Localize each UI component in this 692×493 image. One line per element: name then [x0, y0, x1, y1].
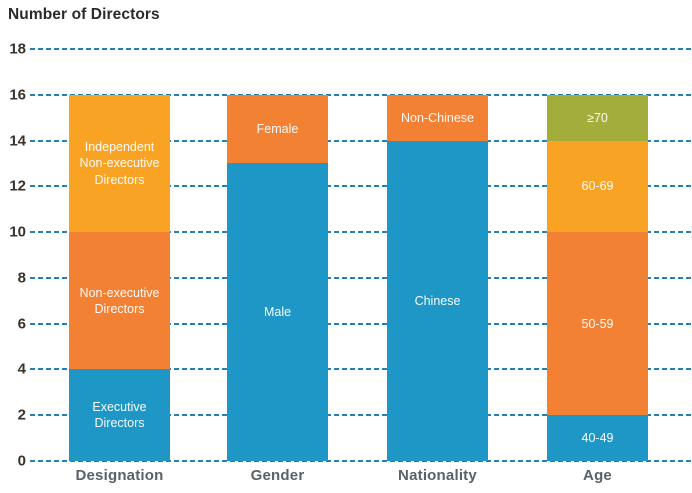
bar-segment-label: 50-59: [581, 316, 614, 331]
y-tick-label-2: 2: [17, 406, 26, 424]
category-label-nationality: Nationality: [398, 467, 477, 484]
y-tick-label-4: 4: [17, 360, 26, 378]
bar-segment-age--70: ≥70: [547, 94, 648, 141]
bar-segment-age-60-69: 60-69: [547, 140, 648, 233]
bar-segment-gender-female: Female: [227, 94, 328, 164]
bar-segment-label: 40-49: [581, 430, 614, 445]
category-label-age: Age: [583, 467, 612, 484]
bar-segment-label: Executive Directors: [92, 399, 147, 431]
y-tick-label-12: 12: [9, 177, 26, 195]
bar-segment-label: Female: [256, 121, 299, 136]
gridline-0: [30, 460, 692, 462]
bar-segment-nationality-chinese: Chinese: [387, 140, 488, 461]
bar-segment-designation-non-executive-directors: Non-executive Directors: [69, 232, 170, 370]
category-label-designation: Designation: [75, 467, 164, 484]
bar-segment-age-40-49: 40-49: [547, 415, 648, 461]
bar-segment-label: Chinese: [414, 293, 461, 308]
bar-segment-nationality-non-chinese: Non-Chinese: [387, 94, 488, 141]
category-label-gender: Gender: [250, 467, 305, 484]
gridline-10: [30, 231, 692, 234]
y-tick-label-14: 14: [9, 132, 26, 150]
bar-segment-label: Independent Non-executive Directors: [79, 140, 160, 187]
bar-segment-label: Male: [263, 305, 292, 320]
bar-segment-label: Non-executive Directors: [79, 285, 160, 316]
gridline-6: [30, 322, 692, 325]
y-tick-label-6: 6: [17, 315, 26, 333]
gridline-16: [30, 93, 692, 96]
y-tick-label-8: 8: [17, 269, 26, 287]
bar-segment-label: 60-69: [581, 179, 614, 194]
bar-segment-label: ≥70: [587, 110, 608, 125]
chart-title: Number of Directors: [8, 6, 160, 23]
gridline-12: [30, 185, 692, 188]
bar-segment-designation-independent-non-executive-directors: Independent Non-executive Directors: [69, 94, 170, 233]
y-tick-label-10: 10: [9, 223, 26, 241]
bar-segment-age-50-59: 50-59: [547, 232, 648, 416]
bar-segment-label: Non-Chinese: [401, 110, 474, 125]
gridline-18: [30, 48, 692, 50]
y-tick-label-18: 18: [9, 40, 26, 58]
gridline-4: [30, 368, 692, 371]
gridline-14: [30, 139, 692, 142]
bar-segment-designation-executive-directors: Executive Directors: [69, 369, 170, 461]
y-tick-label-16: 16: [9, 86, 26, 104]
gridline-2: [30, 414, 692, 417]
gridline-8: [30, 276, 692, 279]
y-tick-label-0: 0: [17, 452, 26, 470]
bar-segment-gender-male: Male: [227, 163, 328, 461]
